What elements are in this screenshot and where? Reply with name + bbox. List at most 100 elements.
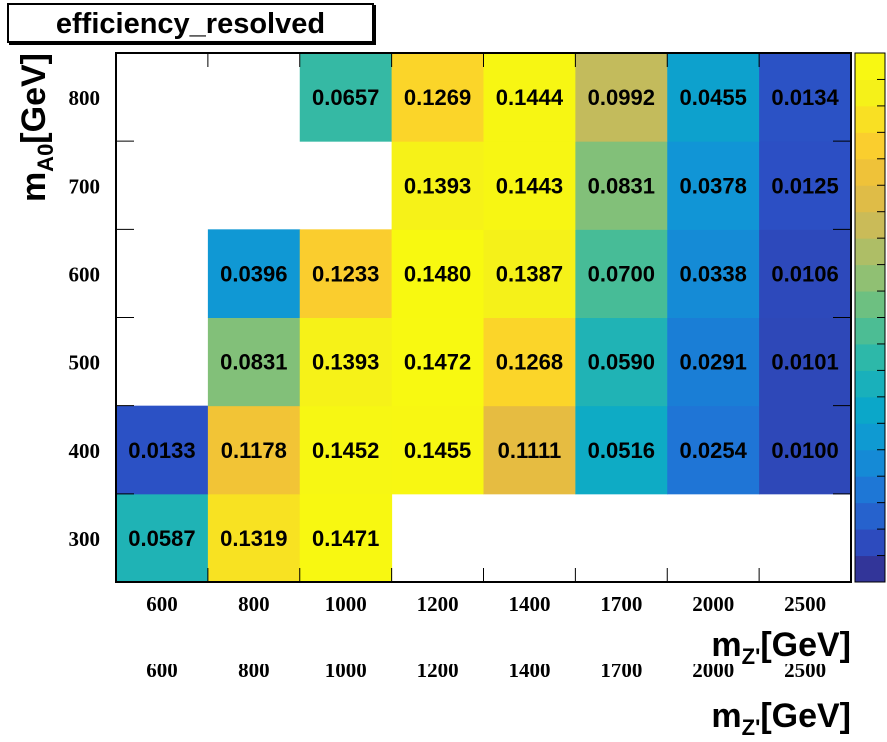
colorbar-segment — [855, 238, 885, 266]
heatmap-cell — [575, 53, 668, 142]
heatmap-cell — [483, 229, 576, 318]
heatmap-cell — [667, 53, 760, 142]
cell-value-label: 0.0101 — [771, 350, 838, 375]
cell-value-label: 0.1471 — [312, 526, 379, 551]
cell-value-label: 0.1111 — [498, 438, 562, 463]
x-axis-title-duplicate: mZ'[GeV] — [711, 697, 851, 740]
x-tick-label-duplicate: 2500 — [784, 658, 826, 682]
heatmap-cell — [299, 53, 393, 142]
x-tick-label-duplicate: 800 — [238, 658, 270, 682]
y-tick-label: 400 — [69, 439, 101, 463]
cell-value-label: 0.0455 — [680, 85, 747, 110]
heatmap-cell — [759, 141, 852, 230]
colorbar-segment — [855, 396, 885, 424]
heatmap-cell — [575, 317, 668, 407]
cell-value-label: 0.1443 — [496, 173, 563, 198]
chart-title-box: efficiency_resolved — [7, 3, 374, 43]
colorbar-segment — [855, 317, 885, 345]
cell-value-label: 0.0992 — [588, 85, 655, 110]
colorbar-segment — [855, 211, 885, 239]
x-tick-label: 2500 — [784, 592, 826, 616]
cell-value-label: 0.0134 — [771, 85, 839, 110]
colorbar-segment — [855, 132, 885, 160]
heatmap-cell — [575, 229, 668, 318]
axis-labels: mZ'[GeV] mZ'[GeV] mA0[GeV] — [15, 53, 851, 740]
colorbar-segment — [855, 529, 885, 557]
colorbar-segment — [855, 555, 885, 583]
colorbar-segment — [855, 158, 885, 186]
x-axis-title: mZ'[GeV] — [711, 626, 851, 669]
heatmap-cell — [391, 317, 484, 407]
cell-value-label: 0.0133 — [128, 438, 195, 463]
heatmap-cell — [483, 141, 576, 230]
heatmap-cell — [667, 405, 760, 495]
cell-value-label: 0.1268 — [496, 350, 563, 375]
cell-value-label: 0.0590 — [588, 350, 655, 375]
colorbar-segment — [855, 449, 885, 477]
cell-value-label: 0.0338 — [680, 261, 747, 286]
x-tick-label-duplicate: 2000 — [692, 658, 734, 682]
colorbar-segment — [855, 185, 885, 213]
heatmap-cell — [207, 229, 301, 318]
cell-value-label: 0.1452 — [312, 438, 379, 463]
heatmap-cell — [759, 229, 852, 318]
colorbar-segment — [855, 343, 885, 371]
colorbar-segment — [855, 502, 885, 530]
colorbar-segment — [855, 105, 885, 133]
cell-value-label: 0.0831 — [220, 350, 287, 375]
x-tick-label-duplicate: 1000 — [325, 658, 367, 682]
heatmap-cell — [667, 141, 760, 230]
colorbar-segment — [855, 370, 885, 398]
cell-value-label: 0.1444 — [496, 85, 564, 110]
chart-title: efficiency_resolved — [55, 8, 326, 40]
cell-value-label: 0.1472 — [404, 350, 471, 375]
x-tick-label: 2000 — [692, 592, 734, 616]
y-tick-label: 300 — [69, 527, 101, 551]
heatmap-cell — [207, 317, 301, 407]
heatmap-cell — [207, 493, 301, 583]
colorbar-segment — [855, 53, 885, 80]
heatmap-cell — [483, 317, 576, 407]
cell-value-label: 0.1233 — [312, 261, 379, 286]
heatmap-cell — [667, 317, 760, 407]
cell-value-label: 0.1178 — [221, 438, 287, 463]
cell-value-label: 0.1455 — [404, 438, 471, 463]
colorbar-segment — [855, 264, 885, 292]
heatmap-cell — [759, 53, 852, 142]
heatmap-cell — [299, 317, 393, 407]
colorbar-segment — [855, 79, 885, 107]
heatmap-cell — [391, 53, 484, 142]
x-tick-label: 1400 — [508, 592, 550, 616]
cell-value-label: 0.0125 — [771, 173, 838, 198]
heatmap-cell — [116, 405, 209, 495]
x-tick-label: 600 — [146, 592, 178, 616]
cell-value-label: 0.1480 — [404, 261, 471, 286]
colorbar-segment — [855, 291, 885, 318]
cell-value-label: 0.0254 — [680, 438, 748, 463]
heatmap-cell — [575, 405, 668, 495]
cell-value-label: 0.1387 — [496, 261, 563, 286]
heatmap-cell — [759, 405, 852, 495]
y-tick-label: 500 — [69, 351, 101, 375]
heatmap-cell — [391, 141, 484, 230]
cell-value-label: 0.0396 — [220, 261, 287, 286]
heatmap-cell — [667, 229, 760, 318]
x-tick-label-duplicate: 1200 — [417, 658, 459, 682]
heatmap-cells: 0.0587 0.1319 0.1471 0.0133 0.1178 0.1452 0.14… — [116, 53, 852, 583]
heatmap-cell — [575, 141, 668, 230]
x-tick-label-duplicate: 1400 — [508, 658, 550, 682]
heatmap-cell — [391, 229, 484, 318]
heatmap-cell — [299, 493, 393, 583]
heatmap-cell — [299, 405, 393, 495]
axis-ticks: 600 600 800 800 1000 1000 1200 1200 1400 1400 1700… — [69, 53, 851, 682]
heatmap-cell — [483, 405, 576, 495]
x-tick-label: 800 — [238, 592, 270, 616]
y-axis-title: mA0[GeV] — [15, 53, 58, 202]
cell-value-label: 0.1393 — [404, 173, 471, 198]
cell-value-label: 0.0378 — [680, 173, 747, 198]
y-tick-label: 600 — [69, 262, 101, 286]
x-tick-label-duplicate: 600 — [146, 658, 178, 682]
y-tick-label: 800 — [69, 86, 101, 110]
heatmap-cell — [116, 493, 209, 583]
